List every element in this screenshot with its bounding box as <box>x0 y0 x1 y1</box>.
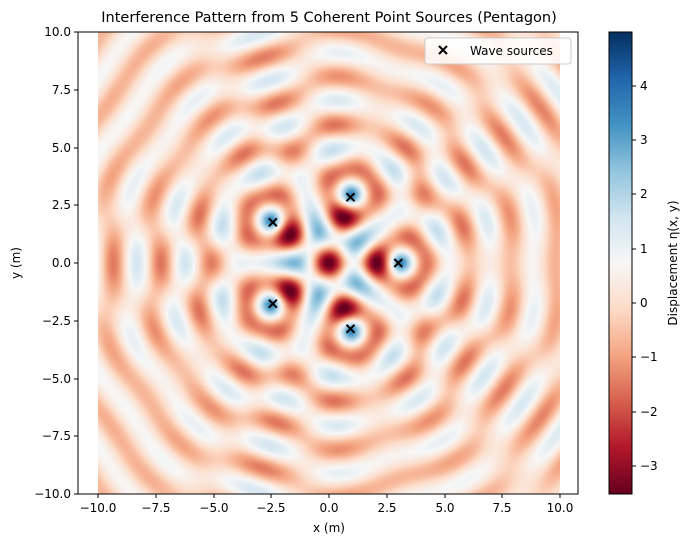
x-tick: −7.5 <box>141 494 171 515</box>
source-marker <box>345 192 356 202</box>
colorbar-tick-label: 2 <box>640 187 648 201</box>
x-tick: −2.5 <box>256 494 286 515</box>
colorbar-tick-label: −2 <box>640 405 658 419</box>
y-tick-label: −5.0 <box>42 372 71 386</box>
colorbar-ticks: 4 3 2 1 0 −1 −2 −3 <box>632 79 658 473</box>
x-tick-label: 0.0 <box>319 501 338 515</box>
y-axis: 10.0 7.5 5.0 2.5 0.0 −2.5 −5.0 −7.5 −10.… <box>34 25 78 501</box>
x-tick: 7.5 <box>492 494 512 515</box>
colorbar-frame <box>608 31 633 495</box>
colorbar-tick-label: −1 <box>640 350 658 364</box>
interference-heatmap <box>98 32 560 494</box>
x-tick-label: −5.0 <box>199 501 228 515</box>
x-tick: −5.0 <box>199 494 229 515</box>
chart-title: Interference Pattern from 5 Coherent Poi… <box>101 10 557 26</box>
x-tick: 0.0 <box>319 494 339 515</box>
x-tick: 2.5 <box>377 494 397 515</box>
y-tick: 7.5 <box>52 83 78 97</box>
source-marker <box>268 217 278 228</box>
colorbar-tick: 2 <box>632 187 648 201</box>
y-tick: 2.5 <box>52 198 78 212</box>
colorbar-label: Displacement η(x, y) <box>666 200 680 325</box>
x-tick-label: 5.0 <box>435 501 454 515</box>
x-tick-label: 7.5 <box>492 501 511 515</box>
legend-box <box>424 37 572 65</box>
colorbar-tick: 4 <box>632 79 648 93</box>
y-tick: −5.0 <box>42 372 78 386</box>
y-tick-label: −10.0 <box>34 487 71 501</box>
legend-marker-x <box>438 45 448 55</box>
source-markers <box>268 192 404 334</box>
y-axis-label: y (m) <box>9 247 23 279</box>
legend-label: Wave sources <box>470 44 553 58</box>
plot-frame <box>77 31 579 495</box>
y-tick: −2.5 <box>42 314 78 328</box>
x-tick-label: 10.0 <box>547 501 574 515</box>
colorbar-tick-label: 0 <box>640 296 648 310</box>
colorbar-tick-label: 1 <box>640 242 648 256</box>
y-tick-label: 10.0 <box>44 25 71 39</box>
x-tick-label: −10.0 <box>80 501 117 515</box>
colorbar-tick: 0 <box>632 296 648 310</box>
x-axis: −10.0 −7.5 −5.0 −2.5 0.0 2.5 5.0 7.5 10.… <box>80 494 574 515</box>
colorbar-tick-label: 4 <box>640 79 648 93</box>
x-tick: −10.0 <box>80 494 117 515</box>
x-tick-label: −2.5 <box>256 501 285 515</box>
y-tick: 10.0 <box>44 25 78 39</box>
x-tick-label: 2.5 <box>377 501 396 515</box>
colorbar-tick-label: −3 <box>640 459 658 473</box>
colorbar-tick: 3 <box>632 133 648 147</box>
x-tick: 5.0 <box>435 494 455 515</box>
x-axis-label: x (m) <box>313 521 345 535</box>
legend: Wave sources <box>424 37 572 65</box>
colorbar-tick-label: 3 <box>640 133 648 147</box>
y-tick-label: −2.5 <box>42 314 71 328</box>
y-tick: 5.0 <box>52 141 78 155</box>
colorbar-tick: −1 <box>632 350 658 364</box>
y-tick-label: 2.5 <box>52 198 71 212</box>
y-tick-label: 5.0 <box>52 141 71 155</box>
source-marker <box>393 258 404 268</box>
source-marker <box>268 298 278 309</box>
source-marker <box>345 324 356 334</box>
colorbar-tick: −3 <box>632 459 658 473</box>
y-tick: −10.0 <box>34 487 78 501</box>
y-tick: 0.0 <box>52 256 78 270</box>
x-tick-label: −7.5 <box>141 501 170 515</box>
x-tick: 10.0 <box>547 494 574 515</box>
y-tick-label: −7.5 <box>42 429 71 443</box>
y-tick: −7.5 <box>42 429 78 443</box>
colorbar-tick: 1 <box>632 242 648 256</box>
y-tick-label: 0.0 <box>52 256 71 270</box>
colorbar-gradient <box>609 32 632 494</box>
y-tick-label: 7.5 <box>52 83 71 97</box>
colorbar-tick: −2 <box>632 405 658 419</box>
